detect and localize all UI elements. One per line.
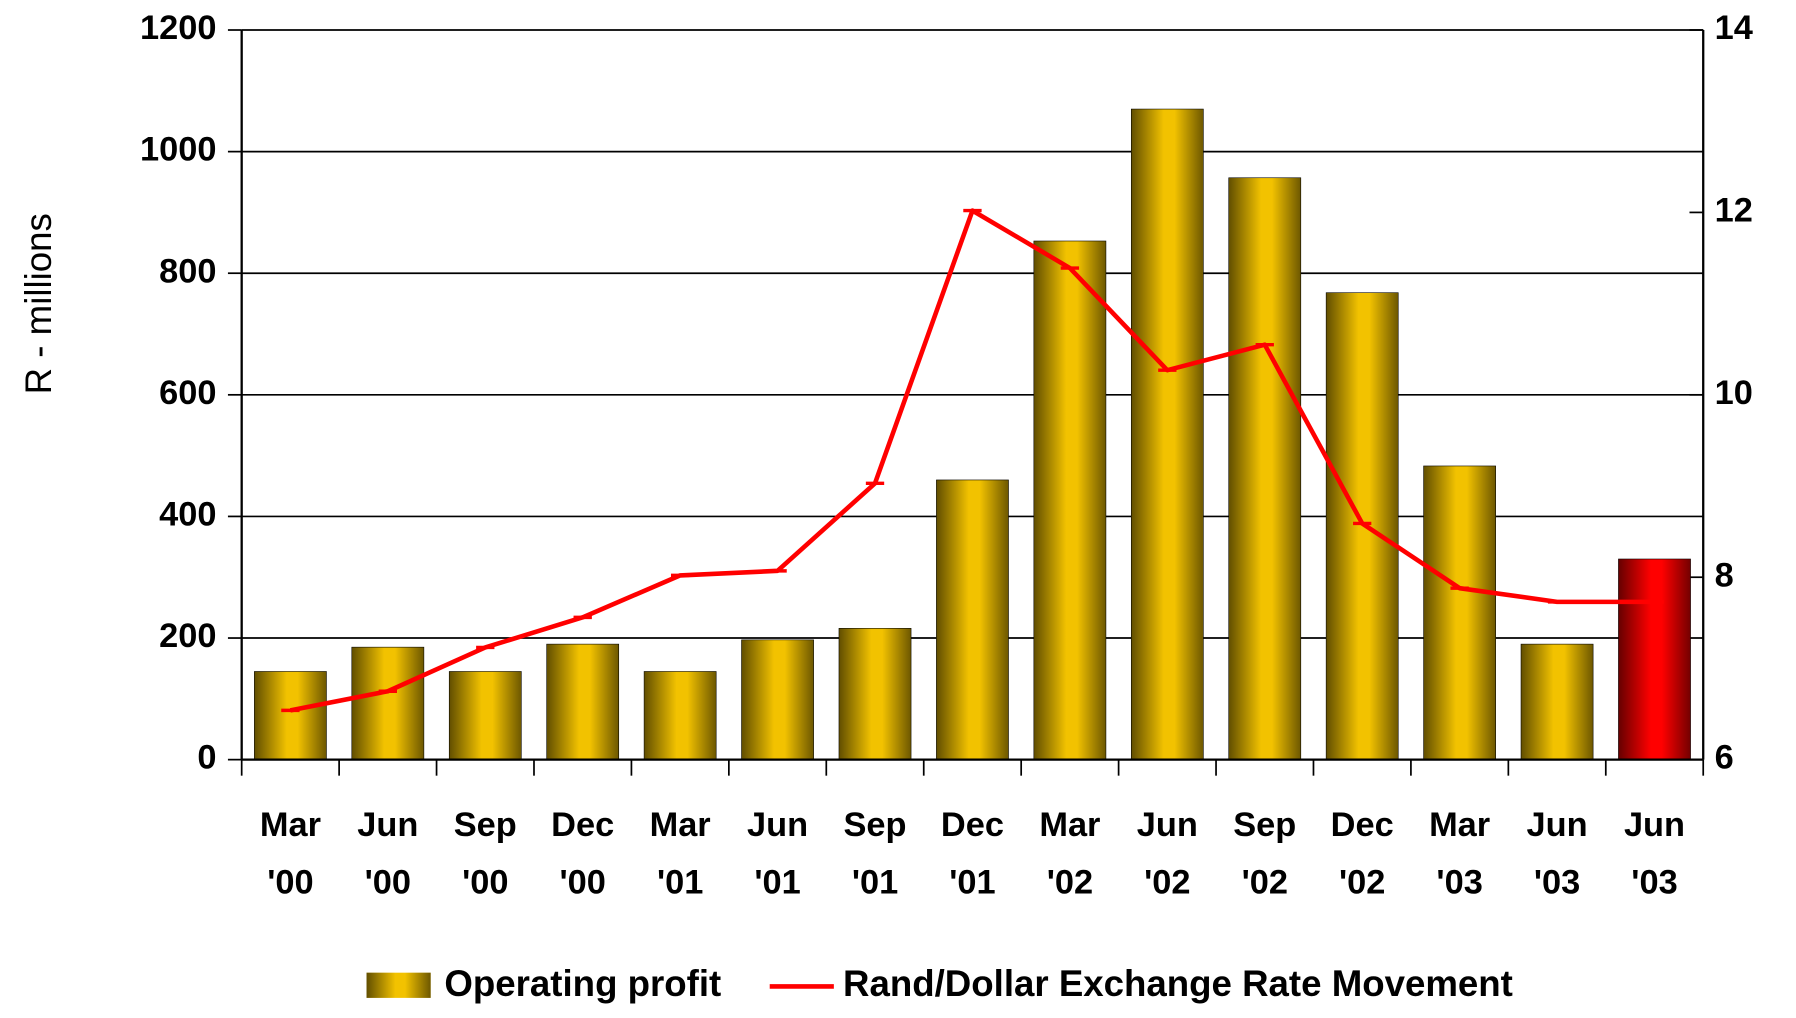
- x-tick-label: Dec '01: [941, 806, 1004, 901]
- bar: [351, 646, 425, 760]
- x-tick-label: Sep '00: [454, 806, 517, 901]
- bar: [741, 639, 814, 760]
- y-tick-label: 400: [159, 496, 216, 534]
- legend-swatch-shade: [366, 972, 431, 998]
- x-tick-label: Jun '03: [1624, 806, 1685, 901]
- bar: [546, 643, 620, 760]
- y-tick-label: 600: [159, 374, 216, 412]
- x-tick-label: Sep '01: [844, 806, 907, 901]
- y-tick-label: 1200: [140, 9, 216, 47]
- bar: [936, 479, 1009, 760]
- y-axis-label: R - millions: [18, 213, 59, 394]
- x-tick-label: Mar '01: [650, 806, 711, 901]
- x-tick-label: Jun '02: [1137, 806, 1198, 901]
- y-tick-label: 800: [159, 252, 216, 290]
- y2-tick-label: 12: [1715, 191, 1753, 229]
- y2-tick-label: 8: [1715, 556, 1734, 594]
- legend-label: Rand/Dollar Exchange Rate Movement: [843, 963, 1513, 1004]
- bar: [1228, 177, 1302, 760]
- x-tick-label: Mar '02: [1039, 806, 1100, 901]
- y2-tick-label: 14: [1715, 9, 1753, 47]
- x-tick-label: Jun '03: [1527, 806, 1588, 901]
- bar: [1520, 643, 1594, 760]
- y-tick-label: 1000: [140, 131, 216, 169]
- y-tick-label: 0: [197, 739, 216, 777]
- bar: [1423, 465, 1496, 760]
- y2-tick-label: 6: [1715, 739, 1734, 777]
- x-tick-label: Dec '02: [1331, 806, 1394, 901]
- y2-tick-label: 10: [1715, 374, 1753, 412]
- bar: [1130, 108, 1204, 760]
- bar: [1033, 240, 1107, 760]
- y-tick-label: 200: [159, 617, 216, 655]
- x-tick-label: Jun '00: [357, 806, 418, 901]
- bar: [254, 671, 327, 760]
- x-tick-label: Mar '00: [260, 806, 321, 901]
- x-tick-label: Mar '03: [1429, 806, 1490, 901]
- bar: [643, 671, 717, 760]
- bar: [448, 671, 522, 760]
- bar: [1618, 558, 1691, 760]
- legend-label: Operating profit: [444, 963, 721, 1004]
- x-tick-label: Dec '00: [551, 806, 614, 901]
- x-tick-label: Sep '02: [1233, 806, 1296, 901]
- bar: [838, 628, 912, 760]
- x-tick-label: Jun '01: [747, 806, 808, 901]
